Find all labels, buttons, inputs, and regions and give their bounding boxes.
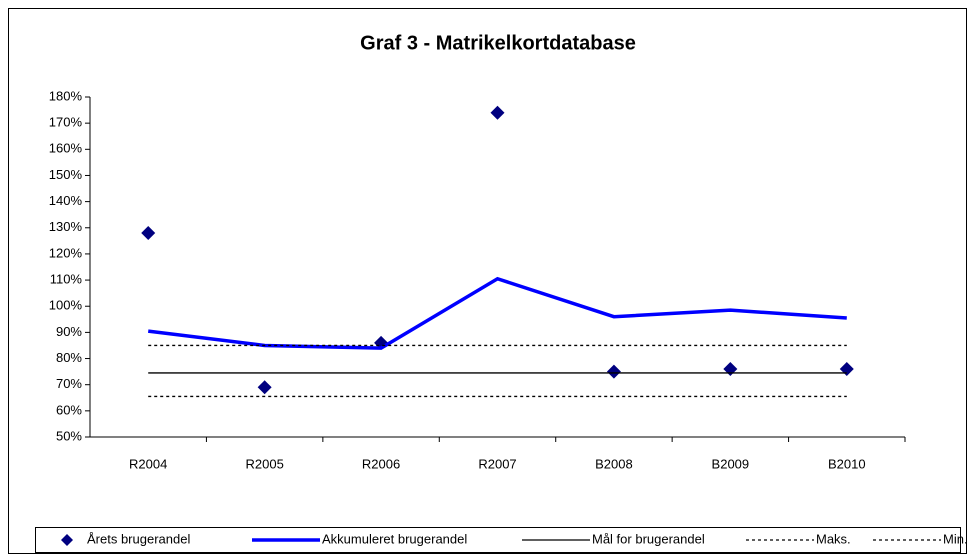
chart-title: Graf 3 - Matrikelkortdatabase [360,32,636,54]
data-point [257,380,272,395]
y-tick-label: 130% [49,219,83,234]
legend-label: Maks. [816,531,851,546]
x-tick-label: R2006 [362,456,400,471]
x-tick-label: B2008 [595,456,633,471]
y-tick-label: 180% [49,88,83,103]
y-tick-label: 120% [49,245,83,260]
y-tick-label: 100% [49,298,83,313]
legend-label: Akkumuleret brugerandel [322,531,467,546]
chart-border [8,8,967,554]
y-tick-label: 160% [49,141,83,156]
y-tick-label: 110% [50,272,83,287]
legend-label: Mål for brugerandel [592,531,705,546]
data-point [141,226,156,240]
y-tick-label: 140% [49,193,83,208]
y-tick-label: 80% [56,350,82,365]
x-tick-label: R2005 [245,456,283,471]
data-point [490,105,505,120]
y-tick-label: 170% [49,115,83,130]
x-tick-label: B2009 [712,456,750,471]
y-tick-label: 90% [56,324,82,339]
legend-label: Min. [943,531,968,546]
x-tick-label: R2004 [129,456,167,471]
y-tick-label: 70% [56,376,82,391]
x-tick-label: R2007 [478,456,516,471]
y-tick-label: 150% [49,167,83,182]
x-tick-label: B2010 [828,456,866,471]
y-tick-label: 50% [56,428,82,443]
legend-marker [61,534,73,546]
data-point [606,364,621,379]
legend-label: Årets brugerandel [87,531,190,546]
y-tick-label: 60% [56,402,82,417]
